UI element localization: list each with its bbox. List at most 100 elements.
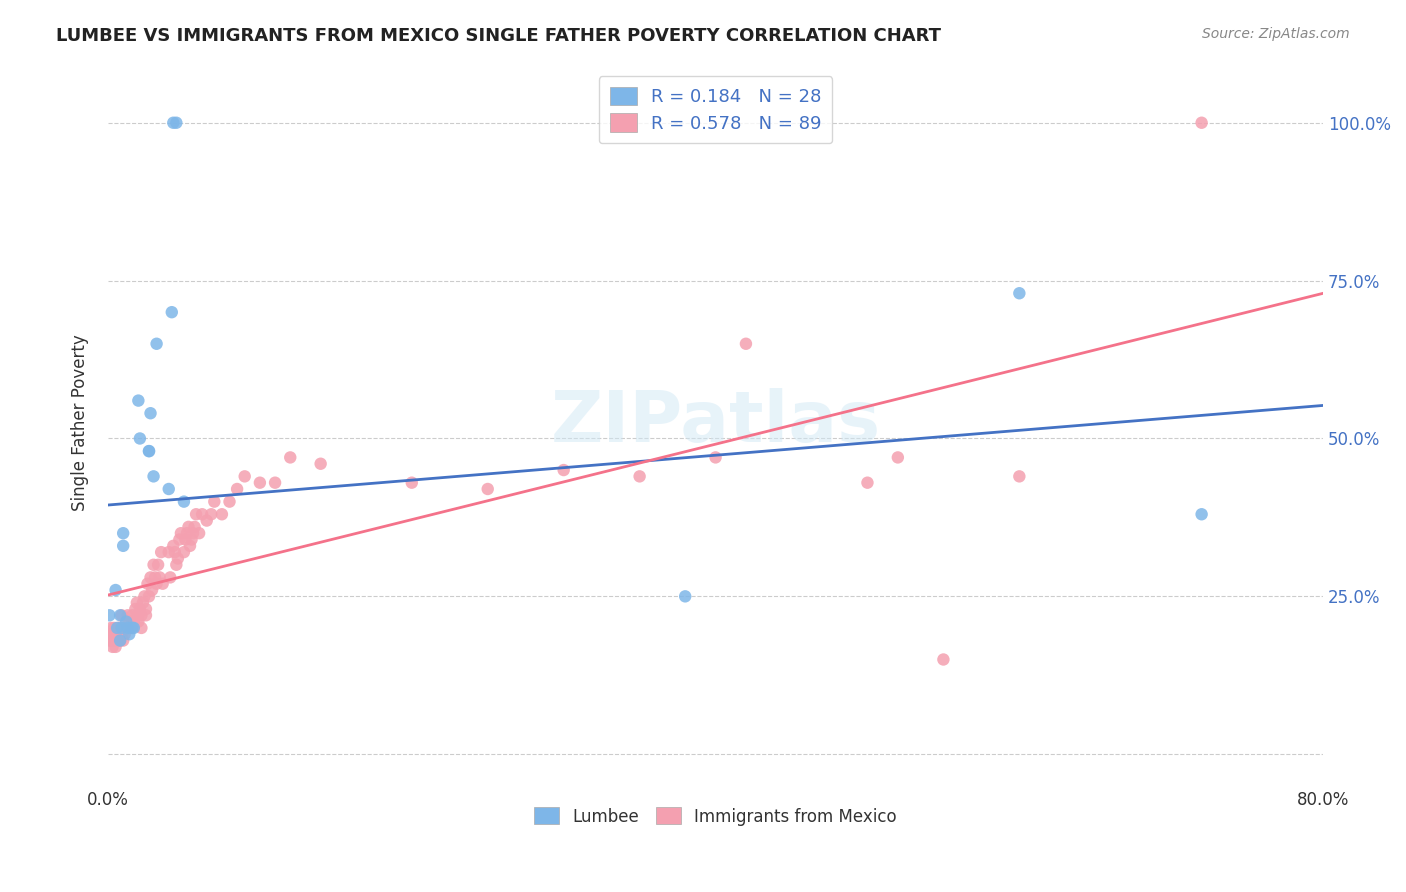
- Point: [278, 450, 301, 465]
- Point: [143, 570, 166, 584]
- Text: ZIPatlas: ZIPatlas: [551, 388, 880, 458]
- Point: [202, 494, 225, 508]
- Point: [134, 590, 156, 604]
- Point: [105, 633, 128, 648]
- Point: [103, 627, 125, 641]
- Point: [98, 633, 121, 648]
- Point: [138, 444, 160, 458]
- Point: [131, 608, 153, 623]
- Point: [135, 608, 157, 623]
- Point: [1008, 286, 1031, 301]
- Point: [127, 608, 149, 623]
- Point: [121, 621, 143, 635]
- Point: [111, 621, 134, 635]
- Point: [152, 576, 174, 591]
- Point: [553, 463, 575, 477]
- Point: [139, 406, 162, 420]
- Point: [218, 494, 240, 508]
- Point: [150, 545, 173, 559]
- Point: [127, 393, 149, 408]
- Point: [100, 621, 122, 635]
- Point: [174, 533, 197, 547]
- Point: [176, 526, 198, 541]
- Point: [128, 432, 150, 446]
- Point: [249, 475, 271, 490]
- Point: [628, 469, 651, 483]
- Point: [112, 621, 135, 635]
- Point: [1191, 508, 1213, 522]
- Point: [233, 469, 256, 483]
- Point: [117, 608, 139, 623]
- Point: [142, 469, 165, 483]
- Point: [118, 615, 141, 629]
- Point: [181, 526, 204, 541]
- Point: [169, 533, 191, 547]
- Point: [211, 508, 233, 522]
- Point: [735, 336, 758, 351]
- Point: [122, 621, 145, 635]
- Point: [101, 633, 124, 648]
- Point: [146, 558, 169, 572]
- Y-axis label: Single Father Poverty: Single Father Poverty: [72, 334, 89, 511]
- Point: [159, 570, 181, 584]
- Point: [170, 526, 193, 541]
- Point: [107, 621, 129, 635]
- Point: [856, 475, 879, 490]
- Point: [165, 116, 187, 130]
- Point: [112, 539, 135, 553]
- Point: [138, 444, 160, 458]
- Point: [108, 608, 131, 623]
- Point: [1008, 469, 1031, 483]
- Point: [107, 627, 129, 641]
- Point: [115, 621, 138, 635]
- Point: [124, 602, 146, 616]
- Point: [173, 545, 195, 559]
- Point: [173, 494, 195, 508]
- Legend: Lumbee, Immigrants from Mexico: Lumbee, Immigrants from Mexico: [524, 797, 907, 836]
- Point: [162, 539, 184, 553]
- Point: [704, 450, 727, 465]
- Point: [887, 450, 910, 465]
- Point: [111, 627, 134, 641]
- Point: [131, 621, 153, 635]
- Point: [184, 508, 207, 522]
- Point: [157, 545, 180, 559]
- Point: [1191, 116, 1213, 130]
- Point: [98, 608, 121, 623]
- Point: [932, 652, 955, 666]
- Point: [309, 457, 332, 471]
- Point: [226, 482, 249, 496]
- Point: [673, 590, 696, 604]
- Point: [167, 551, 190, 566]
- Point: [136, 576, 159, 591]
- Point: [104, 582, 127, 597]
- Point: [120, 621, 142, 635]
- Point: [105, 621, 128, 635]
- Point: [114, 627, 136, 641]
- Point: [118, 627, 141, 641]
- Point: [401, 475, 423, 490]
- Point: [117, 621, 139, 635]
- Point: [191, 508, 214, 522]
- Point: [128, 602, 150, 616]
- Point: [135, 602, 157, 616]
- Point: [162, 116, 184, 130]
- Point: [111, 608, 134, 623]
- Point: [121, 608, 143, 623]
- Point: [105, 627, 128, 641]
- Point: [127, 615, 149, 629]
- Point: [180, 533, 202, 547]
- Point: [138, 590, 160, 604]
- Text: LUMBEE VS IMMIGRANTS FROM MEXICO SINGLE FATHER POVERTY CORRELATION CHART: LUMBEE VS IMMIGRANTS FROM MEXICO SINGLE …: [56, 27, 941, 45]
- Point: [100, 627, 122, 641]
- Point: [141, 582, 163, 597]
- Point: [179, 539, 201, 553]
- Point: [108, 633, 131, 648]
- Point: [122, 615, 145, 629]
- Text: Source: ZipAtlas.com: Source: ZipAtlas.com: [1202, 27, 1350, 41]
- Point: [112, 633, 135, 648]
- Point: [108, 633, 131, 648]
- Point: [139, 570, 162, 584]
- Point: [132, 596, 155, 610]
- Point: [142, 558, 165, 572]
